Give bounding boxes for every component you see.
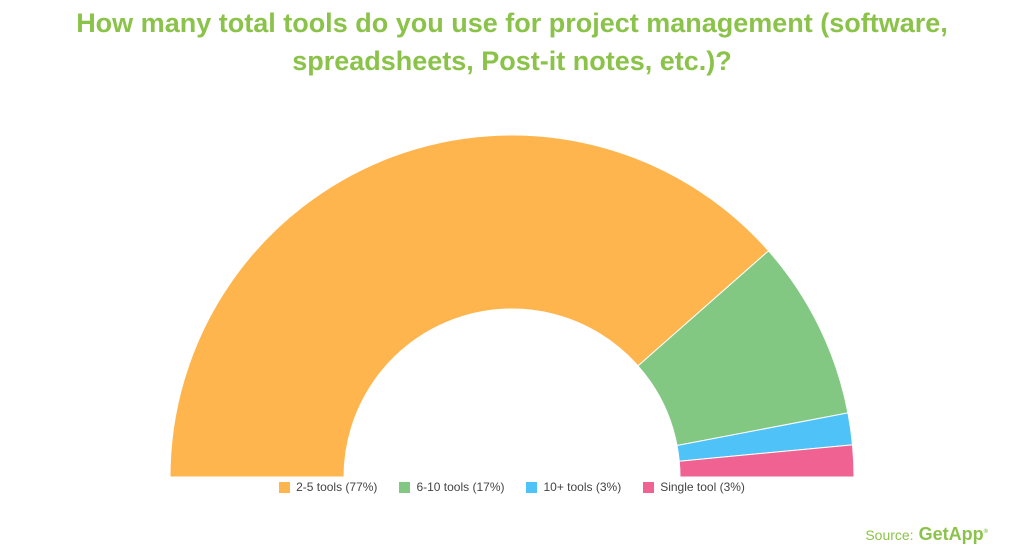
legend-swatch xyxy=(526,481,538,493)
slice-single-tool xyxy=(678,444,855,478)
legend-label: 6-10 tools (17%) xyxy=(416,480,505,494)
brand-name: GetApp xyxy=(918,524,984,544)
legend-label: 10+ tools (3%) xyxy=(543,480,622,494)
brand-registered-mark: ® xyxy=(983,529,988,535)
legend-swatch xyxy=(279,481,291,493)
legend-swatch xyxy=(399,481,411,493)
chart-legend: 2-5 tools (77%) 6-10 tools (17%) 10+ too… xyxy=(0,480,1024,494)
chart-title-line-1: How many total tools do you use for proj… xyxy=(76,8,948,38)
chart-title-line-2: spreadsheets, Post-it notes, etc.)? xyxy=(292,46,732,76)
legend-item-10-plus-tools: 10+ tools (3%) xyxy=(526,480,621,494)
source-credit: Source: GetApp® xyxy=(865,524,988,545)
legend-item-6-10-tools: 6-10 tools (17%) xyxy=(399,480,504,494)
getapp-logo: GetApp® xyxy=(919,524,988,545)
chart-title: How many total tools do you use for proj… xyxy=(0,4,1024,80)
legend-item-single-tool: Single tool (3%) xyxy=(643,480,745,494)
legend-label: 2-5 tools (77%) xyxy=(296,480,378,494)
legend-label: Single tool (3%) xyxy=(660,480,745,494)
legend-swatch xyxy=(643,481,655,493)
legend-item-2-5-tools: 2-5 tools (77%) xyxy=(279,480,377,494)
source-label: Source: xyxy=(865,527,914,543)
slice-2-5-tools xyxy=(169,134,770,478)
